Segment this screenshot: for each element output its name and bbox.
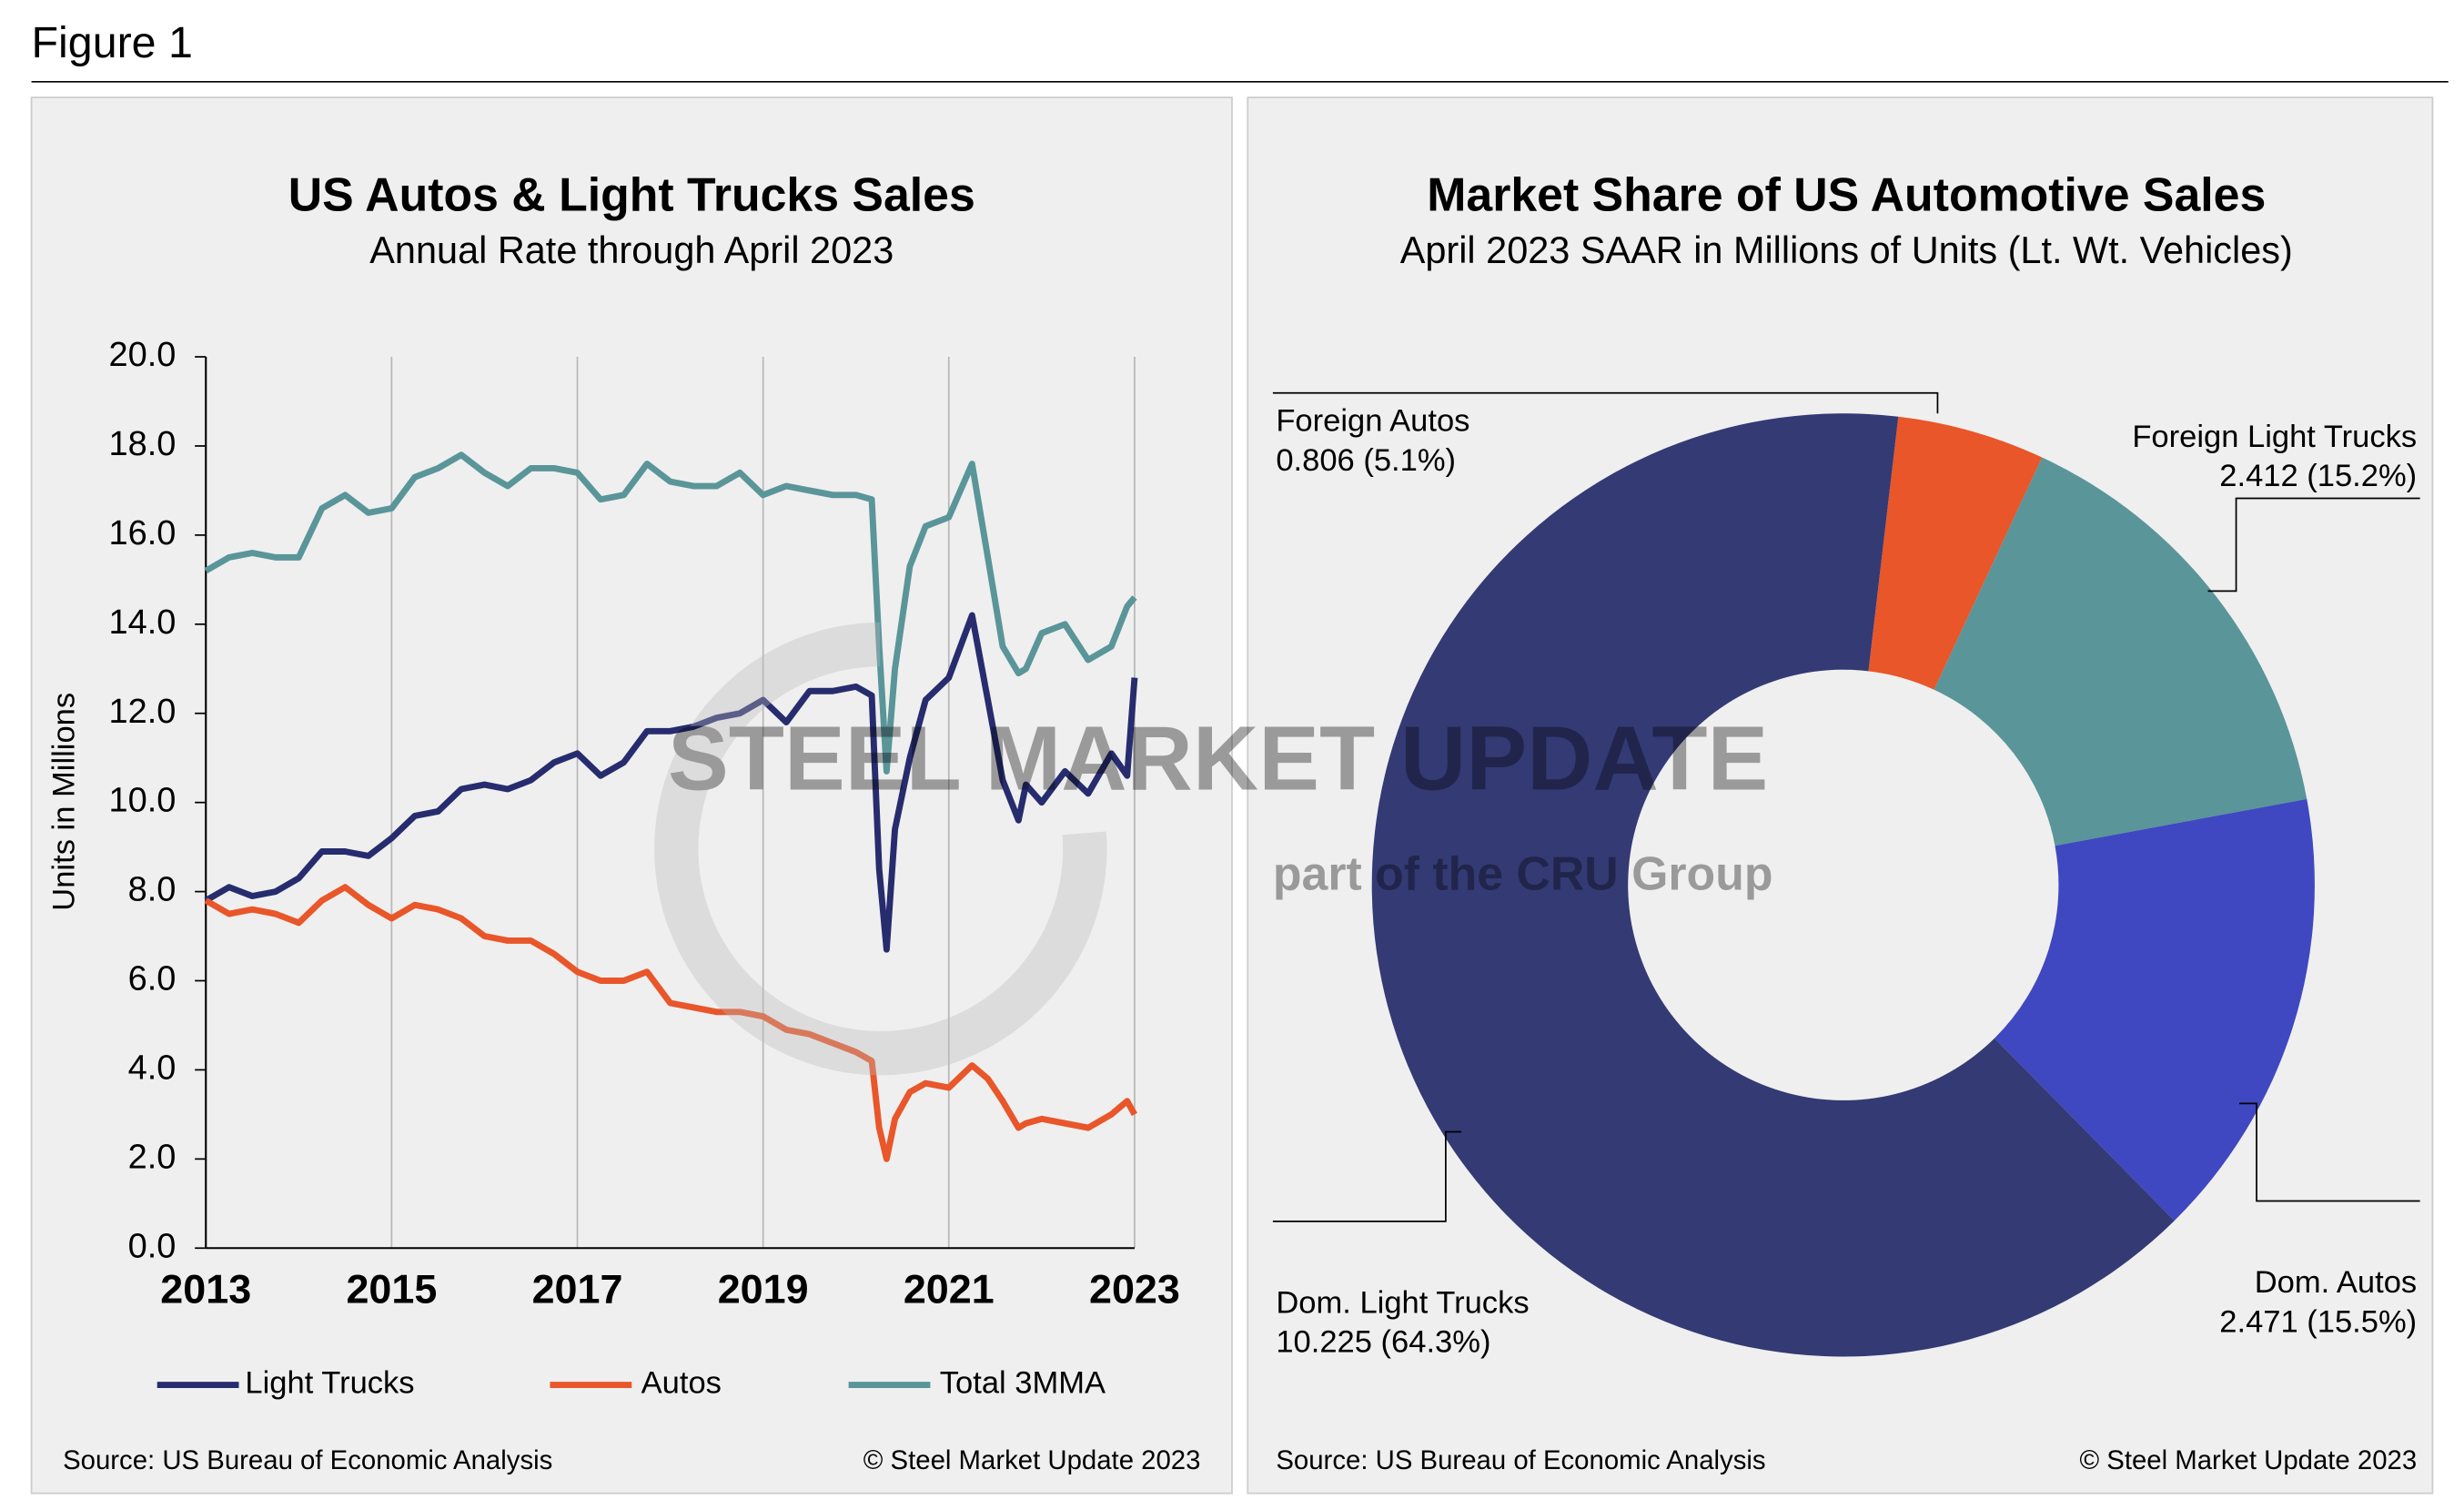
- legend-label: Light Trucks: [245, 1366, 414, 1401]
- y-tick-label: 10.0: [108, 782, 176, 820]
- chart-title: Market Share of US Automotive Sales: [1427, 167, 2266, 220]
- copyright: © Steel Market Update 2023: [2079, 1445, 2417, 1475]
- y-tick-label: 12.0: [108, 693, 176, 731]
- donut-slice: [1371, 413, 2175, 1357]
- y-axis-label: Units in Millions: [47, 693, 82, 911]
- watermark-logo: [654, 622, 1107, 1076]
- donut-slice: [1934, 457, 2307, 846]
- slice-label: Dom. Autos: [2255, 1265, 2418, 1300]
- chart-subtitle: April 2023 SAAR in Millions of Units (Lt…: [1400, 228, 2293, 271]
- series-line: [204, 884, 1137, 1162]
- donut-slice: [1994, 798, 2315, 1221]
- y-tick-label: 6.0: [128, 960, 177, 998]
- slice-label: Foreign Autos: [1276, 404, 1469, 439]
- leader-line: [2239, 1102, 2420, 1202]
- slice-value-label: 2.412 (15.2%): [2219, 459, 2417, 493]
- source: Source: US Bureau of Economic Analysis: [63, 1445, 552, 1475]
- leader-line: [1272, 391, 1939, 414]
- y-tick-label: 4.0: [128, 1049, 177, 1087]
- chart-title: US Autos & Light Trucks Sales: [288, 167, 975, 220]
- chart-subtitle: Annual Rate through April 2023: [369, 228, 894, 271]
- y-tick-label: 14.0: [108, 603, 176, 642]
- y-tick-label: 0.0: [128, 1227, 177, 1265]
- x-tick-label: 2021: [904, 1265, 995, 1312]
- series-line: [204, 451, 1137, 775]
- leader-line: [2207, 497, 2420, 593]
- x-tick-label: 2015: [346, 1265, 437, 1312]
- x-tick-label: 2023: [1089, 1265, 1180, 1312]
- y-tick-label: 2.0: [128, 1138, 177, 1176]
- watermark-brand: STEEL MARKET UPDATE: [668, 708, 1768, 810]
- y-tick-label: 8.0: [128, 871, 177, 909]
- series-line: [204, 612, 1138, 953]
- watermark: STEEL MARKET UPDATE part of the CRU Grou…: [654, 622, 1773, 1076]
- slice-label: Dom. Light Trucks: [1276, 1286, 1529, 1321]
- legend-label: Autos: [641, 1366, 722, 1401]
- slice-value-label: 2.471 (15.5%): [2219, 1304, 2417, 1339]
- y-tick-label: 18.0: [108, 425, 176, 463]
- leader-line: [1272, 1130, 1462, 1222]
- donut-slice: [1868, 416, 2043, 690]
- x-tick-label: 2017: [532, 1265, 623, 1312]
- x-tick-label: 2013: [160, 1265, 251, 1312]
- legend-label: Total 3MMA: [940, 1366, 1106, 1401]
- y-tick-label: 20.0: [108, 336, 176, 374]
- slice-value-label: 10.225 (64.3%): [1276, 1325, 1490, 1360]
- figure-title: Figure 1: [32, 18, 193, 67]
- watermark-group: part of the CRU Group: [1273, 846, 1773, 899]
- copyright: © Steel Market Update 2023: [863, 1445, 1201, 1475]
- y-tick-label: 16.0: [108, 514, 176, 552]
- slice-value-label: 0.806 (5.1%): [1276, 443, 1456, 478]
- slice-label: Foreign Light Trucks: [2132, 420, 2417, 454]
- x-tick-label: 2019: [718, 1265, 809, 1312]
- source: Source: US Bureau of Economic Analysis: [1276, 1445, 1765, 1475]
